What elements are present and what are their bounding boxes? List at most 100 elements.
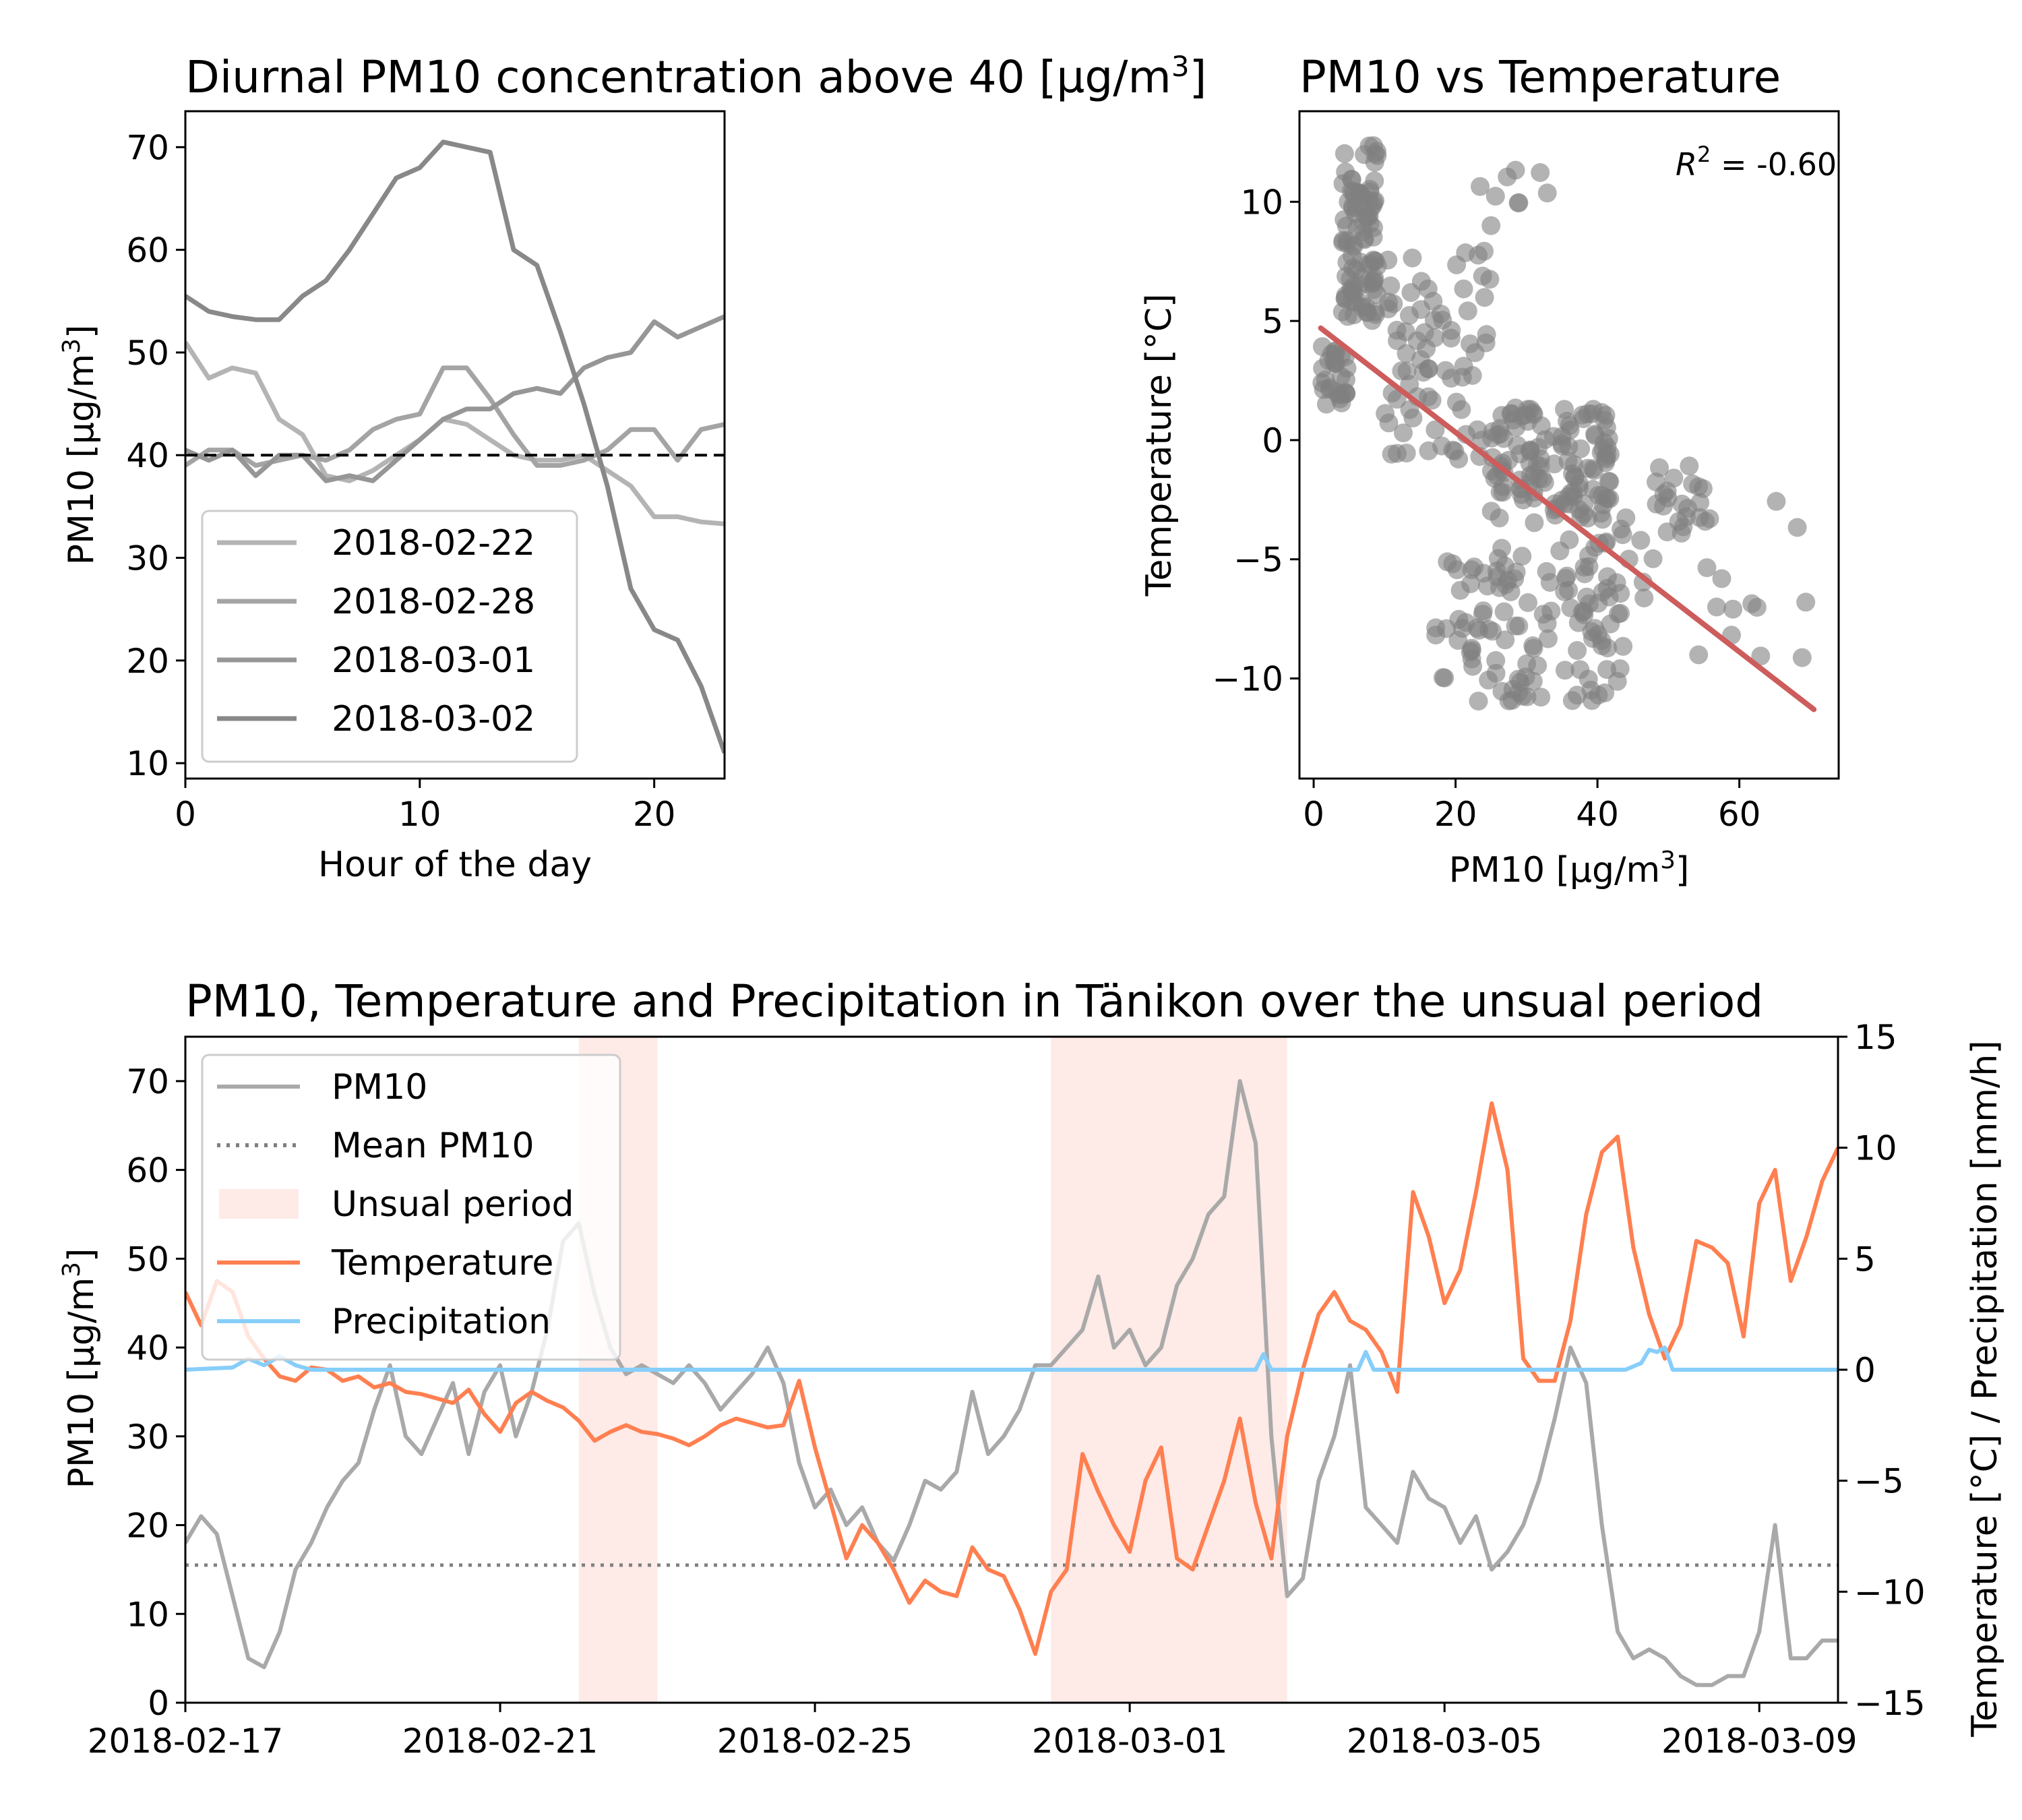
scatter-point [1707, 597, 1726, 617]
scatter-point [1767, 491, 1786, 511]
right-y-tick-label: −10 [1854, 1573, 1926, 1612]
scatter-point [1333, 174, 1353, 193]
legend-label: PM10 [332, 1067, 427, 1108]
legend-label-2018-03-02: 2018-03-02 [332, 699, 535, 739]
scatter-point [1563, 464, 1582, 483]
scatter-point [1524, 404, 1543, 424]
scatter-point [1337, 253, 1357, 272]
scatter-point [1461, 334, 1479, 354]
legend-label-2018-02-28: 2018-02-28 [332, 582, 535, 622]
scatter-point [1555, 400, 1574, 419]
scatter-point [1452, 367, 1472, 387]
scatter-point [1557, 566, 1576, 586]
scatter-point [1450, 580, 1470, 600]
scatter-point [1579, 557, 1599, 576]
scatter-point [1396, 322, 1415, 342]
timeseries-legend-box [201, 1054, 621, 1361]
diurnal-x-ticks: 0 10 20 [175, 779, 675, 834]
timeseries-lines [185, 1079, 1838, 1687]
scatter-point [1479, 670, 1498, 690]
scatter-point [1595, 411, 1614, 430]
scatter-point [1362, 311, 1382, 330]
y-tick-label: 5 [1262, 302, 1283, 341]
scatter-point [1496, 630, 1515, 650]
label-part: ] [1676, 850, 1689, 890]
scatter-point [1560, 530, 1579, 549]
timeseries-legend-entries: PM10 Mean PM10 Unsual period Temperature Pre… [217, 1067, 574, 1342]
scatter-point [1504, 411, 1523, 430]
scatter-point [1490, 508, 1509, 528]
scatter-point [1612, 519, 1630, 539]
scatter-point [1531, 163, 1550, 182]
scatter-point [1540, 573, 1560, 592]
timeseries-x-ticks: 2018-02-17 2018-02-21 2018-02-25 2018-03-01… [88, 1703, 1858, 1761]
scatter-point [1378, 250, 1398, 270]
y-tick-label: 20 [126, 642, 169, 681]
scatter-point [1411, 300, 1431, 320]
scatter-axes-frame [1298, 110, 1840, 780]
scatter-point [1654, 496, 1673, 516]
scatter-point [1454, 279, 1473, 299]
scatter-point [1593, 582, 1612, 602]
scatter-x-ticks: 0 20 40 60 [1303, 779, 1760, 834]
diurnal-series-2018-03-01 [185, 314, 725, 483]
r2-symbol: R [1676, 146, 1697, 183]
scatter-point [1477, 576, 1497, 596]
scatter-point [1680, 456, 1699, 476]
right-y-tick-label: −5 [1854, 1462, 1904, 1501]
legend-label-2018-02-22: 2018-02-22 [332, 523, 535, 564]
scatter-point [1690, 493, 1710, 512]
scatter-point [1508, 435, 1527, 455]
scatter-point [1517, 654, 1537, 673]
scatter-point [1443, 554, 1463, 574]
x-tick-label: 40 [1576, 795, 1619, 834]
scatter-point [1509, 193, 1529, 212]
scatter-point [1422, 390, 1442, 410]
scatter-point [1435, 668, 1454, 688]
scatter-point [1481, 216, 1501, 235]
diurnal-title-text: Diurnal PM10 concentration above 40 [µg/… [185, 51, 1171, 103]
scatter-title: PM10 vs Temperature [1299, 51, 1781, 103]
temperature-series [185, 1101, 1838, 1656]
scatter-point [1650, 458, 1669, 477]
scatter-point [1446, 392, 1466, 412]
label-sup: 3 [58, 338, 86, 354]
scatter-point [1314, 380, 1333, 399]
scatter-points [1312, 136, 1816, 711]
y-tick-label: 30 [126, 539, 169, 578]
timeseries-ylabel: PM10 [µg/m3] [58, 1248, 102, 1489]
scatter-point [1471, 177, 1490, 196]
scatter-point [1574, 409, 1593, 429]
y-tick-label: −5 [1233, 541, 1283, 580]
label-part: PM10 [µg/m [1449, 850, 1660, 890]
y-tick-label: 10 [1240, 183, 1283, 222]
scatter-point [1689, 645, 1709, 665]
scatter-point [1401, 282, 1421, 302]
x-tick-label: 2018-02-25 [717, 1722, 913, 1761]
y-tick-label: 10 [126, 744, 169, 783]
scatter-chart: PM10 vs Temperature 0 20 40 60 −10 −5 0 5 10 PM… [1139, 51, 1840, 890]
diurnal-title: Diurnal PM10 concentration above 40 [µg/… [185, 50, 1206, 103]
scatter-point [1447, 255, 1467, 274]
scatter-point [1492, 539, 1512, 558]
scatter-point [1525, 513, 1544, 533]
scatter-point [1614, 636, 1633, 656]
scatter-point [1494, 602, 1514, 621]
scatter-point [1792, 648, 1812, 667]
y-tick-label: 60 [126, 1151, 169, 1190]
legend-swatch-unusual [219, 1189, 299, 1219]
scatter-point [1337, 266, 1355, 286]
scatter-point [1387, 390, 1407, 409]
legend-label: Temperature [331, 1243, 553, 1283]
scatter-point [1442, 321, 1461, 340]
scatter-point [1353, 197, 1372, 216]
y-tick-label: 30 [126, 1418, 169, 1457]
scatter-point [1519, 593, 1537, 612]
scatter-point [1545, 454, 1564, 474]
x-tick-label: 20 [1434, 795, 1477, 834]
scatter-point [1611, 584, 1630, 603]
scatter-point [1578, 458, 1597, 478]
x-tick-label: 2018-03-05 [1347, 1722, 1543, 1761]
scatter-point [1508, 669, 1528, 689]
scatter-point [1751, 646, 1771, 666]
